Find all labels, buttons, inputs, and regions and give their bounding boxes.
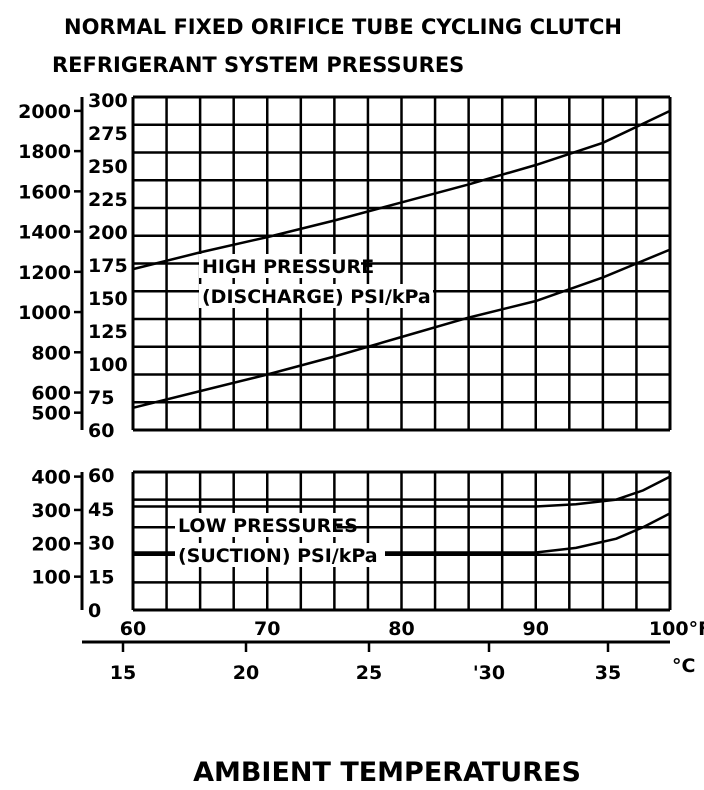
- fahrenheit-tick-label: 100°F: [649, 618, 704, 640]
- kpa-tick-label: 100: [31, 567, 71, 589]
- psi-tick-label: 0: [88, 600, 101, 622]
- fahrenheit-tick-label: 80: [388, 618, 414, 640]
- psi-tick-label: 150: [88, 288, 128, 310]
- annotation-background: [199, 284, 433, 308]
- annotation-text: LOW PRESSURES: [178, 515, 358, 537]
- kpa-tick-label: 1600: [18, 181, 71, 203]
- psi-tick-label: 250: [88, 156, 128, 178]
- celsius-tick-label: 20: [233, 662, 259, 684]
- fahrenheit-tick-label: 60: [120, 618, 146, 640]
- fahrenheit-tick-background: [379, 614, 424, 636]
- kpa-tick-label: 1200: [18, 262, 71, 284]
- celsius-tick-label: '30: [473, 662, 505, 684]
- fahrenheit-tick-background: [245, 614, 290, 636]
- annotations: HIGH PRESSURE (DISCHARGE) PSI/kPa LOW PRES…: [175, 254, 433, 567]
- tick-labels: 3002752502252001751501251007560200018001…: [18, 90, 704, 684]
- annotation-text: (DISCHARGE) PSI/kPa: [202, 286, 431, 308]
- psi-tick-label: 75: [88, 387, 114, 409]
- celsius-unit-label: °C: [672, 655, 695, 677]
- chart-title-line-2: REFRIGERANT SYSTEM PRESSURES: [52, 53, 464, 77]
- psi-tick-label: 45: [88, 499, 114, 521]
- fahrenheit-tick-background: [513, 614, 558, 636]
- psi-tick-label: 60: [88, 420, 114, 442]
- psi-tick-label: 225: [88, 189, 128, 211]
- kpa-tick-label: 400: [31, 467, 71, 489]
- kpa-tick-label: 800: [31, 342, 71, 364]
- celsius-tick-label: 35: [595, 662, 621, 684]
- series-line: [133, 512, 671, 554]
- fahrenheit-tick-background: [111, 614, 155, 636]
- fahrenheit-tick-label: 90: [523, 618, 549, 640]
- series-lines: [132, 109, 671, 554]
- annotation-background: [199, 254, 361, 278]
- series-line: [132, 109, 671, 271]
- annotation-background: [175, 513, 337, 537]
- psi-tick-label: 300: [88, 90, 128, 112]
- psi-tick-label: 175: [88, 255, 128, 277]
- kpa-tick-label: 500: [31, 403, 71, 425]
- psi-tick-label: 275: [88, 123, 128, 145]
- fahrenheit-tick-background: [648, 614, 704, 636]
- series-line: [132, 248, 671, 410]
- psi-tick-label: 60: [88, 465, 114, 487]
- annotation-background: [175, 543, 385, 567]
- annotation-text: HIGH PRESSURE: [202, 256, 374, 278]
- kpa-tick-label: 600: [31, 383, 71, 405]
- fahrenheit-tick-label: 70: [254, 618, 280, 640]
- chart-title-line-1: NORMAL FIXED ORIFICE TUBE CYCLING CLUTCH: [64, 15, 622, 39]
- annotation-text: (SUCTION) PSI/kPa: [178, 545, 378, 567]
- series-line: [133, 475, 671, 508]
- x-axis-label: AMBIENT TEMPERATURES: [193, 757, 581, 788]
- kpa-tick-label: 2000: [18, 101, 71, 123]
- celsius-tick-label: 25: [356, 662, 382, 684]
- kpa-tick-label: 300: [31, 500, 71, 522]
- kpa-tick-label: 1800: [18, 141, 71, 163]
- psi-tick-label: 100: [88, 354, 128, 376]
- kpa-tick-label: 200: [31, 533, 71, 555]
- kpa-tick-label: 1000: [18, 302, 71, 324]
- psi-tick-label: 30: [88, 533, 114, 555]
- kpa-tick-label: 1400: [18, 222, 71, 244]
- celsius-tick-label: 15: [110, 662, 136, 684]
- psi-tick-label: 125: [88, 321, 128, 343]
- psi-tick-label: 15: [88, 566, 114, 588]
- psi-tick-label: 200: [88, 222, 128, 244]
